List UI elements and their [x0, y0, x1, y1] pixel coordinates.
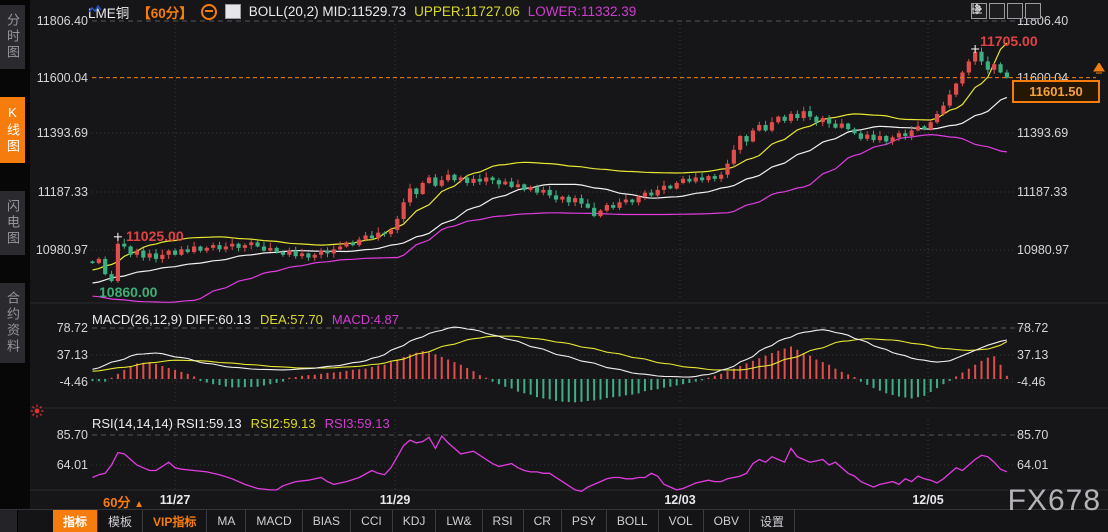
- svg-text:10860.00: 10860.00: [99, 284, 158, 300]
- chart-tools: [971, 3, 1041, 19]
- fx678-watermark: FX678: [1007, 484, 1101, 517]
- svg-text:11705.00: 11705.00: [980, 33, 1038, 49]
- toolbar-item-ma[interactable]: MA: [207, 510, 247, 532]
- toolbar-item-macd[interactable]: MACD: [246, 510, 303, 532]
- svg-text:78.72: 78.72: [57, 321, 88, 335]
- rsi1-label: RSI(14,14,14) RSI1:59.13: [92, 416, 242, 431]
- toolbar-item-bias[interactable]: BIAS: [303, 510, 352, 532]
- boll-upper-label: UPPER:11727.06: [414, 4, 520, 19]
- toolbar-item-template[interactable]: 模板: [98, 510, 144, 532]
- toolbar-item-lwr[interactable]: LW&: [436, 510, 483, 532]
- svg-text:11025.00: 11025.00: [126, 228, 184, 244]
- sidebar-tab-timeline[interactable]: 分时图: [0, 5, 25, 69]
- interval-selector[interactable]: 60分 ▲: [103, 492, 144, 511]
- svg-text:64.01: 64.01: [1017, 458, 1048, 472]
- sidebar-tab-flash[interactable]: 闪电图: [0, 191, 25, 255]
- toolbar-item-cci[interactable]: CCI: [351, 510, 393, 532]
- zoom-y-axis-icon[interactable]: [972, 3, 1005, 19]
- svg-text:64.01: 64.01: [57, 458, 88, 472]
- toolbar-item-settings[interactable]: 设置: [750, 510, 795, 532]
- svg-text:10980.97: 10980.97: [36, 243, 88, 257]
- scroll-right-icon[interactable]: [972, 3, 1041, 19]
- svg-text:11187.33: 11187.33: [38, 185, 88, 199]
- toolbar-item-indicator[interactable]: 指标: [53, 510, 99, 532]
- svg-text:10980.97: 10980.97: [1017, 243, 1069, 257]
- toolbar-item-kdj[interactable]: KDJ: [393, 510, 437, 532]
- toolbar-item-boll[interactable]: BOLL: [607, 510, 659, 532]
- svg-text:-4.46: -4.46: [1017, 375, 1046, 389]
- sidebar-tab-contract-info[interactable]: 合约资料: [0, 283, 25, 363]
- circle-minus-icon[interactable]: [200, 3, 217, 20]
- svg-text:85.70: 85.70: [57, 428, 88, 442]
- sidebar-tab-kline[interactable]: K线图: [0, 97, 25, 163]
- toolbar-item-obv[interactable]: OBV: [704, 510, 750, 532]
- time-label: 11/29: [379, 493, 411, 507]
- svg-text:11806.40: 11806.40: [37, 14, 88, 28]
- rsi2-label: RSI2:59.13: [250, 416, 316, 431]
- symbol-label: LME铜: [88, 5, 130, 21]
- zoom-x-axis-icon[interactable]: [972, 3, 1023, 19]
- svg-text:11600.04: 11600.04: [37, 71, 88, 85]
- svg-text:11187.33: 11187.33: [1017, 185, 1067, 199]
- boll-lower-label: LOWER:11332.39: [527, 4, 637, 19]
- toolbar-item-rsi[interactable]: RSI: [483, 510, 524, 532]
- boll-mid-label: BOLL(20,2) MID:11529.73: [248, 4, 407, 19]
- svg-text:85.70: 85.70: [1017, 428, 1048, 442]
- time-label: 12/05: [912, 493, 944, 507]
- rsi-header: RSI(14,14,14) RSI1:59.13 RSI2:59.13 RSI3…: [92, 416, 390, 431]
- toolbar-item-vol[interactable]: VOL: [659, 510, 704, 532]
- toolbar-item-vip-indicator[interactable]: VIP指标: [143, 510, 208, 532]
- toolbar-item-cr[interactable]: CR: [524, 510, 562, 532]
- sidebar: 分时图 K线图 闪电图 合约资料: [0, 0, 30, 510]
- toolbar-item-psy[interactable]: PSY: [562, 510, 607, 532]
- interval-text: 60分: [103, 495, 131, 510]
- corner-cell: [0, 510, 18, 532]
- svg-text:37.13: 37.13: [57, 348, 88, 362]
- time-label: 11/27: [159, 493, 191, 507]
- svg-text:-4.46: -4.46: [60, 375, 89, 389]
- toolbar-spacer: [18, 510, 53, 532]
- chevron-up-icon: ▲: [134, 499, 144, 510]
- chart-type-icon[interactable]: [88, 4, 241, 19]
- rsi3-label: RSI3:59.13: [324, 416, 390, 431]
- macd-dea-label: DEA:57.70: [259, 312, 323, 327]
- current-price-box: 11601.50: [1012, 80, 1100, 103]
- time-label: 12/03: [664, 493, 696, 507]
- period-label: 【60分】: [137, 5, 193, 21]
- macd-header: MACD(26,12,9) DIFF:60.13 DEA:57.70 MACD:…: [92, 312, 399, 327]
- indicator-toolbar: 指标 模板 VIP指标 MA MACD BIAS CCI KDJ LW& RSI…: [0, 509, 1108, 532]
- macd-diff-label: MACD(26,12,9) DIFF:60.13: [92, 312, 251, 327]
- macd-value-label: MACD:4.87: [331, 312, 400, 327]
- svg-text:11393.69: 11393.69: [37, 126, 88, 140]
- chart-header: LME铜 【60分】 BOLL(20,2) MID:11529.73 UPPER…: [88, 3, 637, 21]
- svg-text:37.13: 37.13: [1017, 348, 1048, 362]
- svg-text:11393.69: 11393.69: [1017, 126, 1068, 140]
- svg-text:78.72: 78.72: [1017, 321, 1048, 335]
